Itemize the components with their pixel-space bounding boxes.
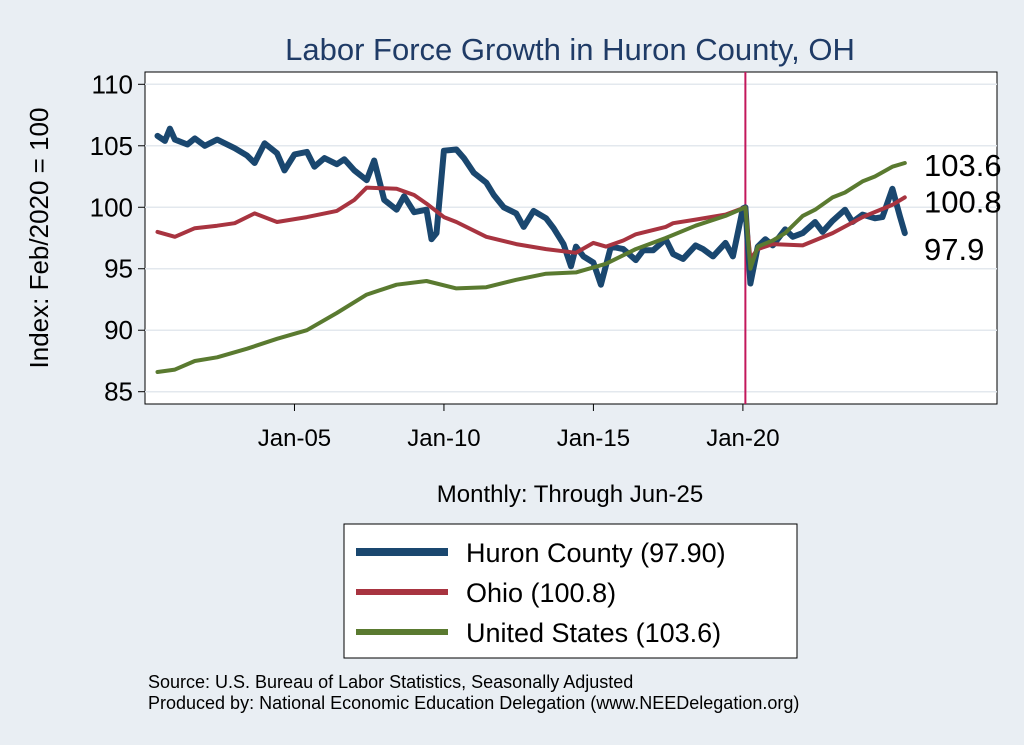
y-tick-label: 85: [104, 377, 133, 407]
legend-label: Huron County (97.90): [466, 538, 726, 568]
y-tick-label: 100: [90, 192, 133, 222]
end-label: 100.8: [924, 184, 1002, 219]
end-label: 97.9: [924, 232, 984, 267]
y-tick-label: 95: [104, 254, 133, 284]
x-tick-label: Jan-15: [557, 425, 630, 452]
y-axis: 85 90 95 100 105 110: [90, 69, 145, 407]
x-axis-label: Monthly: Through Jun-25: [437, 481, 703, 508]
series-lines: [154, 125, 908, 374]
legend: Huron County (97.90) Ohio (100.8) United S…: [356, 538, 726, 648]
legend-label: Ohio (100.8): [466, 578, 616, 608]
x-axis: Jan-05 Jan-10 Jan-15 Jan-20: [258, 404, 780, 452]
x-tick-label: Jan-20: [706, 425, 779, 452]
produced-by-note: Produced by: National Economic Education…: [148, 693, 799, 713]
x-tick-label: Jan-05: [258, 425, 331, 452]
source-note: Source: U.S. Bureau of Labor Statistics,…: [148, 672, 633, 692]
y-axis-label: Index: Feb/2020 = 100: [24, 108, 54, 369]
legend-label: United States (103.6): [466, 618, 721, 648]
end-label: 103.6: [924, 148, 1002, 183]
y-tick-label: 110: [92, 69, 133, 99]
plot-area: [144, 71, 998, 405]
x-tick-label: Jan-10: [407, 425, 480, 452]
y-tick-label: 105: [90, 131, 133, 161]
y-tick-label: 90: [104, 315, 133, 345]
chart-title: Labor Force Growth in Huron County, OH: [285, 32, 855, 67]
series-line: [155, 161, 907, 374]
